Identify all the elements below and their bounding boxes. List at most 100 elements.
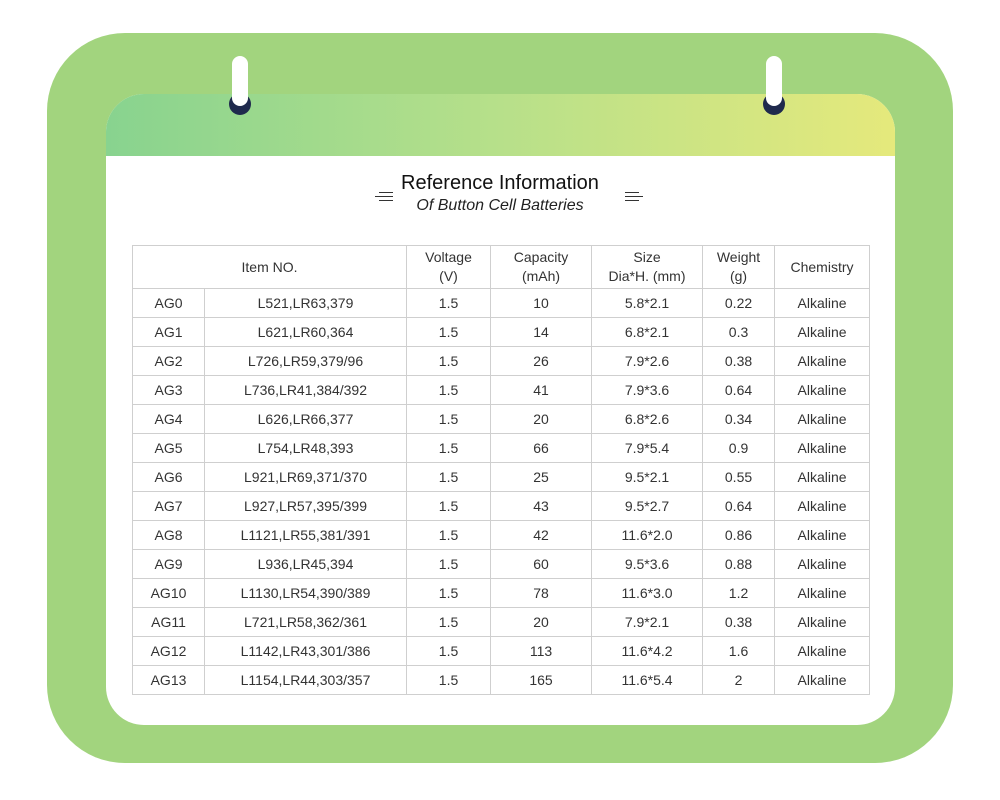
cell-equivalents: L1142,LR43,301/386	[203, 636, 408, 666]
cell-weight: 0.9	[702, 433, 776, 463]
cell-size: 9.5*3.6	[591, 549, 704, 579]
header-voltage: Voltage (V)	[406, 245, 492, 289]
cell-item-code: AG11	[132, 607, 205, 637]
table-row: AG7 L927,LR57,395/399 1.5 43 9.5*2.7 0.64 Alka…	[132, 491, 871, 521]
cell-voltage: 1.5	[406, 375, 492, 405]
cell-voltage: 1.5	[406, 317, 492, 347]
cell-capacity: 113	[490, 636, 593, 666]
cell-voltage: 1.5	[406, 491, 492, 521]
cell-equivalents: L1154,LR44,303/357	[203, 665, 408, 695]
page-subtitle: Of Button Cell Batteries	[416, 197, 584, 214]
cell-size: 11.6*5.4	[591, 665, 704, 695]
cell-equivalents: L754,LR48,393	[203, 433, 408, 463]
table-row: AG9 L936,LR45,394 1.5 60 9.5*3.6 0.88 Alkaline	[132, 549, 871, 579]
binder-pin-right-icon	[766, 56, 782, 106]
table-row: AG6 L921,LR69,371/370 1.5 25 9.5*2.1 0.55 Alka…	[132, 462, 871, 492]
binder-pin-left-icon	[232, 56, 248, 106]
cell-capacity: 41	[490, 375, 593, 405]
cell-chemistry: Alkaline	[774, 491, 871, 521]
table-row: AG13 L1154,LR44,303/357 1.5 165 11.6*5.4 2 Alk…	[132, 665, 871, 695]
cell-voltage: 1.5	[406, 636, 492, 666]
title-decoration-left-icon	[373, 191, 395, 203]
title-decoration-right-icon	[625, 191, 647, 203]
cell-voltage: 1.5	[406, 665, 492, 695]
header-size: Size Dia*H. (mm)	[591, 245, 704, 289]
header-weight: Weight (g)	[702, 245, 776, 289]
cell-weight: 0.64	[702, 375, 776, 405]
cell-size: 11.6*4.2	[591, 636, 704, 666]
cell-size: 7.9*2.6	[591, 346, 704, 376]
cell-item-code: AG3	[132, 375, 205, 405]
cell-weight: 0.34	[702, 404, 776, 434]
cell-voltage: 1.5	[406, 404, 492, 434]
cell-item-code: AG9	[132, 549, 205, 579]
cell-item-code: AG8	[132, 520, 205, 550]
table-row: AG4 L626,LR66,377 1.5 20 6.8*2.6 0.34 Alkaline	[132, 404, 871, 434]
cell-capacity: 10	[490, 288, 593, 318]
battery-reference-table: Item NO. Voltage (V) Capacity (mAh) Size Di…	[131, 245, 871, 695]
cell-voltage: 1.5	[406, 578, 492, 608]
cell-size: 9.5*2.1	[591, 462, 704, 492]
cell-chemistry: Alkaline	[774, 665, 871, 695]
cell-chemistry: Alkaline	[774, 317, 871, 347]
cell-capacity: 78	[490, 578, 593, 608]
cell-size: 7.9*2.1	[591, 607, 704, 637]
cell-capacity: 20	[490, 404, 593, 434]
cell-capacity: 66	[490, 433, 593, 463]
cell-voltage: 1.5	[406, 607, 492, 637]
cell-chemistry: Alkaline	[774, 520, 871, 550]
table-row: AG8 L1121,LR55,381/391 1.5 42 11.6*2.0 0.86 Al…	[132, 520, 871, 550]
cell-capacity: 25	[490, 462, 593, 492]
cell-chemistry: Alkaline	[774, 288, 871, 318]
cell-voltage: 1.5	[406, 462, 492, 492]
table-row: AG10 L1130,LR54,390/389 1.5 78 11.6*3.0 1.2 Al…	[132, 578, 871, 608]
cell-capacity: 20	[490, 607, 593, 637]
header-item-no: Item NO.	[131, 245, 408, 289]
cell-voltage: 1.5	[406, 433, 492, 463]
cell-equivalents: L521,LR63,379	[203, 288, 408, 318]
cell-size: 11.6*3.0	[591, 578, 704, 608]
cell-weight: 0.86	[702, 520, 776, 550]
cell-weight: 0.64	[702, 491, 776, 521]
cell-capacity: 14	[490, 317, 593, 347]
table-row: AG11 L721,LR58,362/361 1.5 20 7.9*2.1 0.38 Alk…	[132, 607, 871, 637]
table-row: AG12 L1142,LR43,301/386 1.5 113 11.6*4.2 1.6 A…	[132, 636, 871, 666]
table-row: AG2 L726,LR59,379/96 1.5 26 7.9*2.6 0.38 Alkal…	[132, 346, 871, 376]
cell-capacity: 42	[490, 520, 593, 550]
cell-weight: 0.38	[702, 346, 776, 376]
title-block: Reference Information Of Button Cell Bat…	[0, 172, 1000, 216]
cell-weight: 2	[702, 665, 776, 695]
cell-equivalents: L726,LR59,379/96	[203, 346, 408, 376]
cell-chemistry: Alkaline	[774, 549, 871, 579]
table-row: AG0 L521,LR63,379 1.5 10 5.8*2.1 0.22 Alkaline	[132, 288, 871, 318]
cell-item-code: AG1	[132, 317, 205, 347]
cell-voltage: 1.5	[406, 549, 492, 579]
cell-chemistry: Alkaline	[774, 607, 871, 637]
cell-item-code: AG0	[132, 288, 205, 318]
cell-item-code: AG13	[132, 665, 205, 695]
cell-voltage: 1.5	[406, 288, 492, 318]
cell-item-code: AG6	[132, 462, 205, 492]
cell-equivalents: L721,LR58,362/361	[203, 607, 408, 637]
cell-chemistry: Alkaline	[774, 636, 871, 666]
cell-weight: 0.3	[702, 317, 776, 347]
cell-voltage: 1.5	[406, 346, 492, 376]
cell-weight: 0.22	[702, 288, 776, 318]
cell-weight: 1.2	[702, 578, 776, 608]
cell-chemistry: Alkaline	[774, 375, 871, 405]
page-title: Reference Information	[401, 172, 599, 194]
cell-weight: 0.55	[702, 462, 776, 492]
cell-equivalents: L1121,LR55,381/391	[203, 520, 408, 550]
cell-size: 9.5*2.7	[591, 491, 704, 521]
header-capacity: Capacity (mAh)	[490, 245, 593, 289]
cell-size: 7.9*5.4	[591, 433, 704, 463]
table-row: AG5 L754,LR48,393 1.5 66 7.9*5.4 0.9 Alkaline	[132, 433, 871, 463]
cell-chemistry: Alkaline	[774, 578, 871, 608]
cell-size: 5.8*2.1	[591, 288, 704, 318]
cell-item-code: AG2	[132, 346, 205, 376]
cell-equivalents: L626,LR66,377	[203, 404, 408, 434]
table-header-row: Item NO. Voltage (V) Capacity (mAh) Size Di…	[131, 245, 871, 289]
cell-item-code: AG7	[132, 491, 205, 521]
cell-item-code: AG10	[132, 578, 205, 608]
cell-chemistry: Alkaline	[774, 433, 871, 463]
